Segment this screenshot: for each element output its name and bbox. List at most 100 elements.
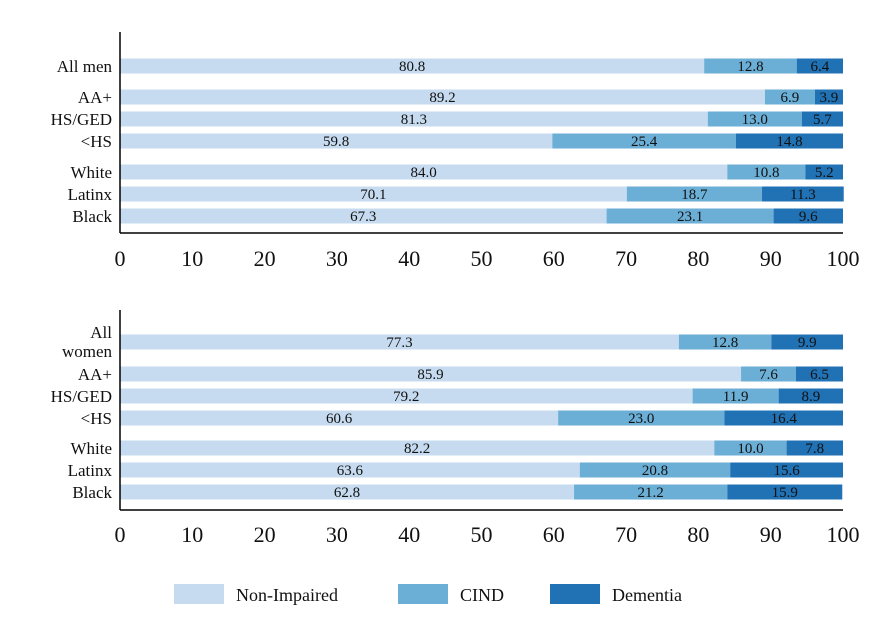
bar-segment-dementia-3 (735, 133, 843, 149)
bar-segment-dementia-0 (796, 58, 843, 74)
legend: Non-Impaired CIND Dementia (174, 584, 682, 605)
category-label: HS/GED (51, 110, 112, 129)
data-label: 9.9 (798, 335, 817, 351)
data-label: 9.6 (799, 209, 818, 225)
data-label: 60.6 (326, 411, 353, 427)
bar-segment-dementia-1 (796, 366, 843, 382)
x-tick-label: 60 (543, 246, 565, 271)
bar-segment-cind-4 (714, 440, 787, 456)
bar-segment-dementia-2 (801, 111, 843, 127)
x-tick-label: 100 (827, 246, 860, 271)
bar-segment-non-impaired-6 (120, 208, 607, 224)
bar-segment-non-impaired-0 (120, 58, 705, 74)
data-label: 3.9 (820, 90, 839, 106)
legend-swatch-non-impaired (174, 584, 224, 604)
x-tick-label: 80 (687, 246, 709, 271)
x-tick-label: 20 (254, 522, 276, 547)
category-label: Latinx (68, 185, 113, 204)
category-label: All women (62, 323, 113, 361)
x-tick-label: 10 (181, 246, 203, 271)
bar-segment-cind-2 (707, 111, 802, 127)
bar-segment-dementia-5 (762, 186, 844, 202)
data-label: 8.9 (801, 389, 820, 405)
legend-label-dementia: Dementia (612, 585, 682, 605)
data-label: 82.2 (404, 441, 430, 457)
bar-segment-cind-1 (764, 89, 815, 105)
data-label: 11.9 (723, 389, 749, 405)
data-label: 10.0 (737, 441, 763, 457)
data-label: 77.3 (386, 335, 412, 351)
category-label: <HS (81, 132, 112, 151)
legend-swatch-dementia (550, 584, 600, 604)
bar-segment-non-impaired-4 (120, 164, 728, 180)
bar-segment-non-impaired-6 (120, 484, 575, 500)
bar-segment-dementia-0 (771, 334, 843, 350)
category-label: Black (72, 483, 112, 502)
bar-segment-dementia-2 (778, 388, 843, 404)
data-label: 85.9 (417, 367, 443, 383)
data-label: 84.0 (411, 165, 437, 181)
bar-segment-dementia-5 (730, 462, 843, 478)
bar-segment-cind-3 (558, 410, 725, 426)
x-tick-label: 90 (760, 246, 782, 271)
bar-segment-cind-6 (574, 484, 728, 500)
x-tick-label: 100 (827, 522, 860, 547)
bar-segment-non-impaired-2 (120, 111, 708, 127)
data-label: 20.8 (642, 463, 668, 479)
x-tick-label: 70 (615, 246, 637, 271)
bar-segment-non-impaired-3 (120, 410, 559, 426)
bar-segment-non-impaired-5 (120, 186, 627, 202)
bar-segment-cind-6 (606, 208, 774, 224)
x-tick-label: 40 (398, 522, 420, 547)
data-label: 12.8 (712, 335, 738, 351)
legend-swatch-cind (398, 584, 448, 604)
bar-segment-non-impaired-1 (120, 366, 742, 382)
data-label: 6.9 (780, 90, 799, 106)
bar-segment-dementia-4 (786, 440, 843, 456)
bar-segment-non-impaired-1 (120, 89, 765, 105)
bar-segment-non-impaired-5 (120, 462, 580, 478)
data-label: 18.7 (681, 187, 708, 203)
data-label: 23.0 (628, 411, 654, 427)
category-label: Black (72, 207, 112, 226)
data-label: 15.9 (772, 485, 798, 501)
data-label: 15.6 (773, 463, 800, 479)
legend-label-cind: CIND (460, 585, 504, 605)
data-label: 13.0 (742, 112, 768, 128)
data-label: 16.4 (771, 411, 798, 427)
data-label: 25.4 (631, 134, 658, 150)
data-label: 70.1 (360, 187, 386, 203)
category-label: White (70, 439, 112, 458)
data-label: 10.8 (753, 165, 779, 181)
x-tick-label: 0 (115, 246, 126, 271)
data-label: 14.8 (776, 134, 802, 150)
legend-label-non-impaired: Non-Impaired (236, 585, 338, 605)
data-label: 81.3 (401, 112, 427, 128)
data-label: 62.8 (334, 485, 360, 501)
x-tick-label: 10 (181, 522, 203, 547)
data-label: 11.3 (790, 187, 816, 203)
x-tick-label: 0 (115, 522, 126, 547)
data-label: 5.7 (813, 112, 832, 128)
bar-segment-cind-1 (741, 366, 797, 382)
bar-segment-cind-4 (727, 164, 806, 180)
data-label: 79.2 (393, 389, 419, 405)
bar-segment-non-impaired-3 (120, 133, 553, 149)
women-chart-panel: 77.3 12.8 9.9 All women 85.9 7.6 6.5 AA+ 79.2 11.9… (51, 310, 860, 547)
bar-segment-cind-3 (552, 133, 736, 149)
data-label: 89.2 (429, 90, 455, 106)
bar-segment-dementia-1 (814, 89, 843, 105)
category-label: AA+ (78, 365, 112, 384)
bar-segment-cind-2 (692, 388, 779, 404)
data-label: 5.2 (815, 165, 834, 181)
data-label: 67.3 (350, 209, 376, 225)
x-tick-label: 50 (471, 522, 493, 547)
data-label: 80.8 (399, 59, 425, 75)
x-tick-label: 30 (326, 246, 348, 271)
bar-segment-cind-5 (579, 462, 731, 478)
data-label: 7.8 (805, 441, 824, 457)
bar-segment-dementia-4 (805, 164, 843, 180)
category-label: AA+ (78, 88, 112, 107)
bar-segment-cind-0 (704, 58, 797, 74)
